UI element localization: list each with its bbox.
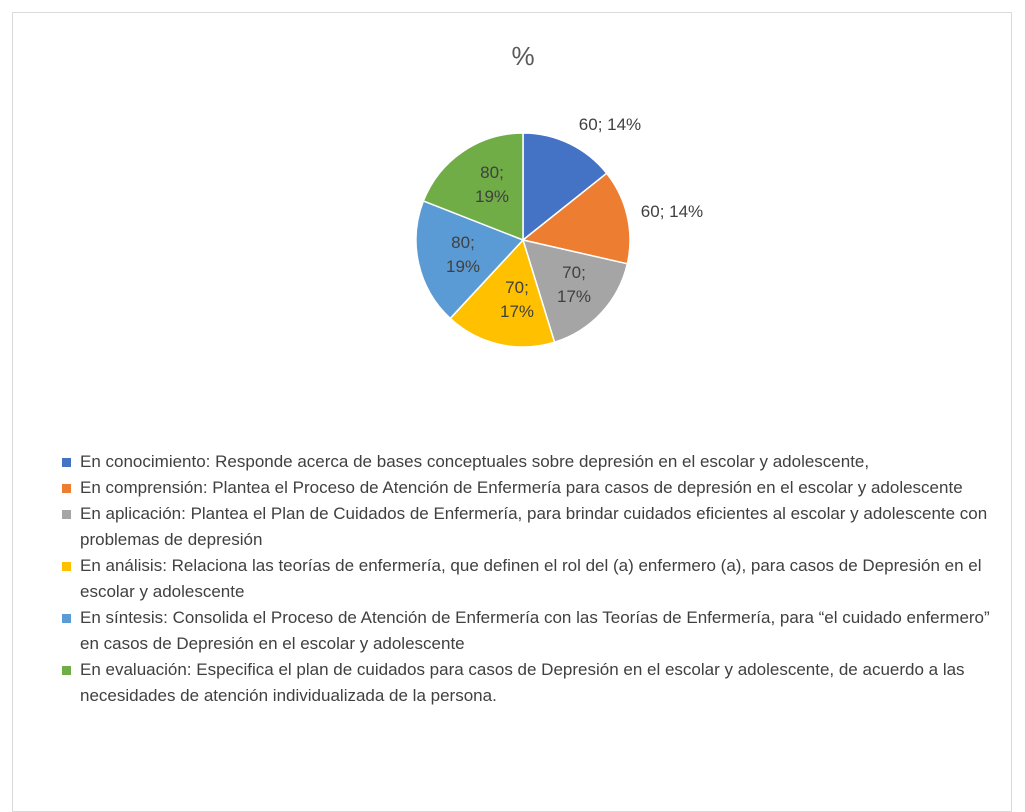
legend-swatch [62, 510, 71, 519]
legend-label: En aplicación: Plantea el Plan de Cuidad… [80, 504, 988, 549]
legend-item: En síntesis: Consolida el Proceso de Ate… [62, 605, 997, 657]
legend-label: En conocimiento: Responde acerca de base… [80, 452, 870, 471]
legend-label: En evaluación: Especifica el plan de cui… [80, 660, 965, 705]
legend-swatch [62, 614, 71, 623]
data-label: 80; 19% [445, 233, 481, 276]
pie-slice [521, 172, 631, 265]
legend-item: En conocimiento: Responde acerca de base… [62, 449, 997, 475]
legend-item: En aplicación: Plantea el Plan de Cuidad… [62, 501, 997, 553]
legend-item: En evaluación: Especifica el plan de cui… [62, 657, 997, 709]
legend-swatch [62, 484, 71, 493]
data-label: 60; 14% [640, 202, 704, 221]
pie-slice [521, 238, 629, 344]
data-label: 60; 14% [578, 115, 642, 134]
chart-title: % [511, 41, 534, 71]
legend-label: En comprensión: Plantea el Proceso de At… [80, 478, 963, 497]
legend-item: En comprensión: Plantea el Proceso de At… [62, 475, 997, 501]
legend-swatch [62, 666, 71, 675]
pie-slice [449, 238, 556, 348]
legend-swatch [62, 458, 71, 467]
pie-slice [522, 132, 608, 242]
legend-swatch [62, 562, 71, 571]
legend: En conocimiento: Responde acerca de base… [62, 449, 997, 709]
data-label: 80; 19% [474, 163, 510, 206]
data-label: 70; 17% [499, 278, 535, 321]
legend-label: En análisis: Relaciona las teorías de en… [80, 556, 982, 601]
legend-item: En análisis: Relaciona las teorías de en… [62, 553, 997, 605]
pie-slice [422, 132, 524, 242]
legend-label: En síntesis: Consolida el Proceso de Ate… [80, 608, 990, 653]
data-label: 70; 17% [556, 263, 592, 306]
